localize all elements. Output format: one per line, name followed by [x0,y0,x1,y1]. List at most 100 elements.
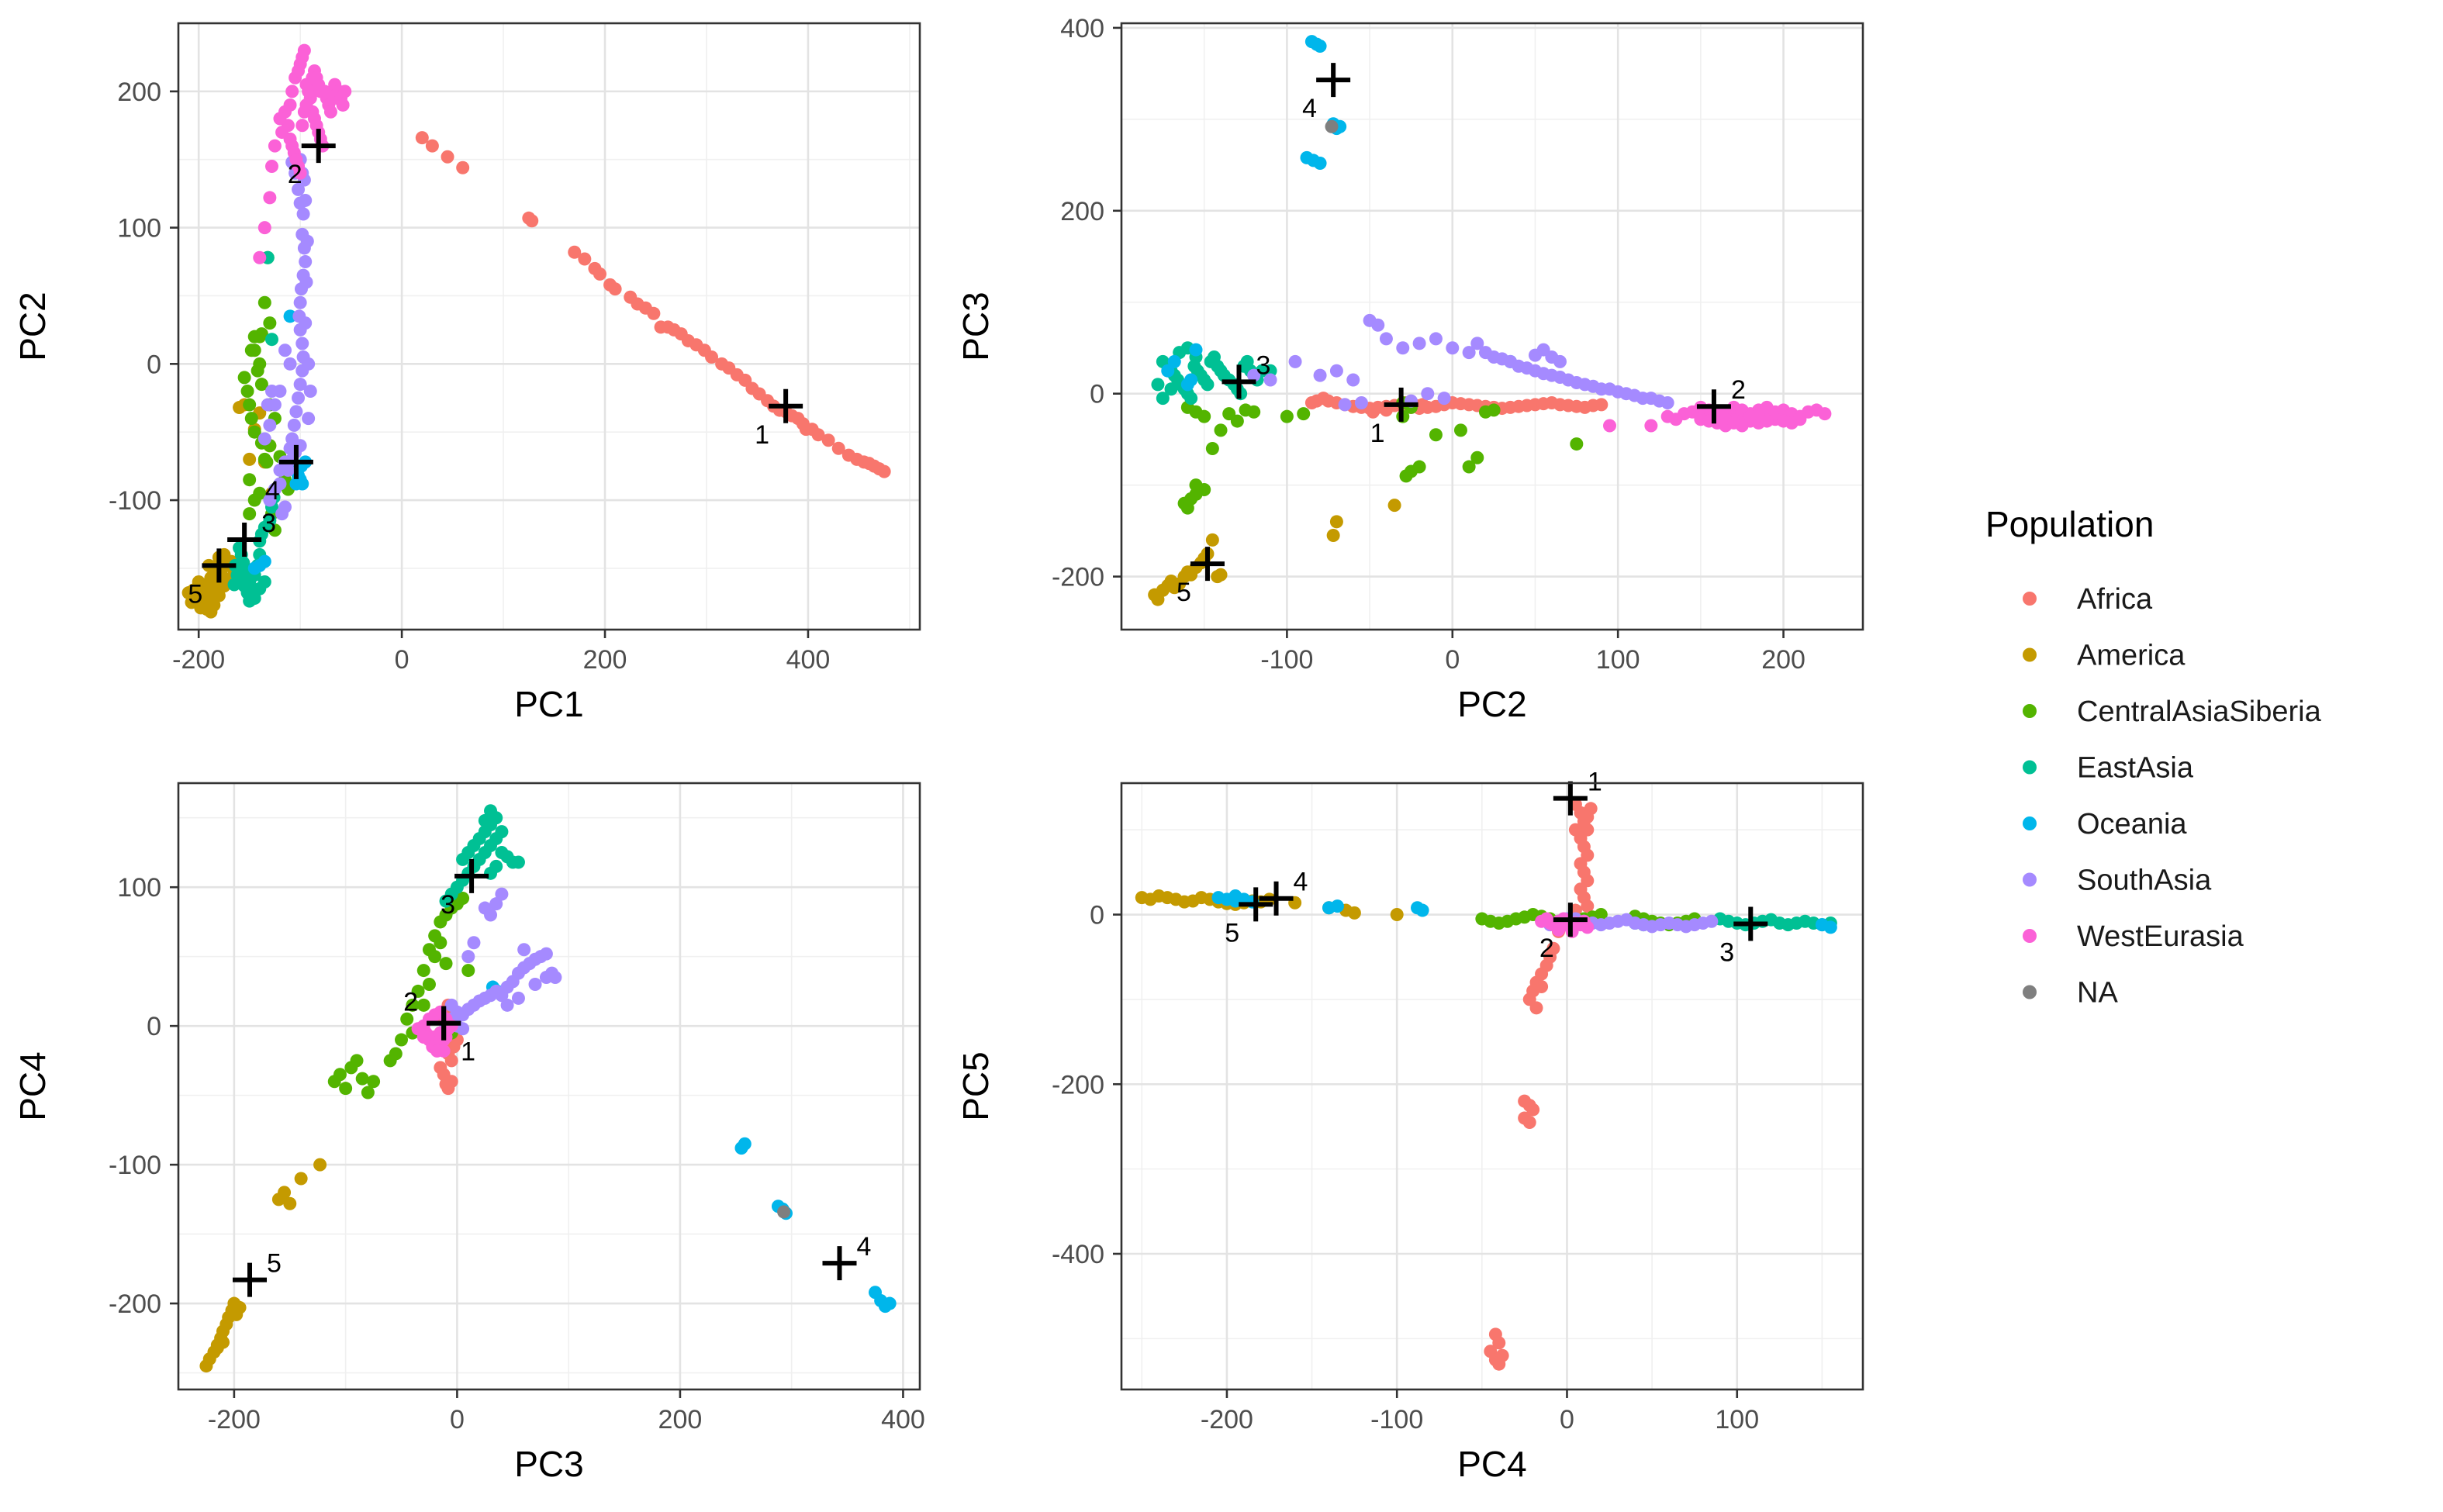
data-point [303,384,317,398]
data-point [500,998,514,1012]
data-point [254,327,268,341]
legend-entry: NA [2023,977,2118,1010]
data-point [539,947,553,961]
data-point [422,977,436,991]
data-point [1669,413,1683,426]
centroids: 1 2 3 4 5 [188,129,803,609]
data-point [1329,515,1343,529]
data-point [1263,364,1277,378]
centroid-label: 2 [403,988,418,1017]
data-point [1230,414,1244,428]
centroid-marker [278,444,313,479]
data-point [1594,908,1608,922]
x-tick-label: -200 [208,1405,261,1434]
data-point [608,282,622,296]
legend-key [2023,704,2037,718]
data-point [1304,395,1318,409]
data-point [283,309,297,323]
centroid-label: 3 [1719,938,1734,968]
centroid-marker [427,1006,461,1041]
data-point [517,943,531,957]
data-point [1462,346,1476,360]
centroid-label: 4 [856,1232,871,1262]
data-point [447,1040,461,1054]
centroid-marker [1384,387,1418,422]
data-point [338,85,352,98]
data-point [350,1054,364,1068]
data-point [437,1044,451,1058]
data-point [1161,364,1175,378]
centroid-label: 4 [1302,94,1317,123]
data-point [1412,337,1426,350]
data-point [1446,341,1460,355]
gridlines [1121,23,1863,630]
data-point [302,357,316,371]
data-point [1584,802,1598,816]
data-point [528,977,542,991]
data-point [263,493,277,507]
centroid-label: 4 [265,476,280,506]
data-point [1184,492,1198,506]
data-point [268,482,282,496]
data-point [1247,405,1261,419]
data-point [1228,889,1242,903]
ticks: -200 0 200 400 -200 -100 0 100 [109,873,925,1434]
data-point [489,897,503,911]
data-point [428,950,442,964]
data-point [1205,533,1219,547]
data-point [1462,460,1476,474]
data-point [247,493,261,507]
centroid-marker [227,523,262,558]
x-tick-label: 0 [1445,645,1460,675]
legend-label: America [2077,640,2186,672]
x-tick-label: -200 [1201,1405,1253,1434]
y-tick-label: 0 [1090,901,1104,930]
data-point [738,1137,752,1151]
x-axis-title: PC2 [1457,684,1526,724]
y-tick-label: -100 [109,486,161,516]
x-tick-label: 200 [1761,645,1805,675]
gridlines [178,22,920,630]
data-point [204,605,218,619]
legend-entry: America [2023,640,2186,672]
y-axis-title: PC4 [12,1051,53,1120]
data-point [1760,400,1774,414]
data-point [237,371,251,385]
data-point [333,1068,347,1082]
data-point [1660,395,1674,409]
y-tick-label: -100 [109,1151,161,1180]
data-point [456,852,470,866]
data-point [1214,423,1228,437]
data-point [441,150,454,164]
data-point [299,316,313,330]
centroid-label: 2 [1731,375,1746,405]
data-point [1156,392,1170,406]
data-point [489,859,503,873]
data-point [1326,529,1340,543]
legend-entry: Africa [2023,583,2153,616]
data-point [1371,318,1385,332]
data-point [257,221,271,235]
panel-pc3-pc4: 1 2 3 4 5 -200 0 200 400 -200 -100 0 100 PC3 PC4 [12,782,925,1484]
data-point [278,1186,292,1200]
data-point [361,1086,375,1099]
data-point [263,191,277,205]
panel-pc4-pc5: 1 2 3 4 5 -200 -100 0 100 -400 -200 0 PC4 PC5 [955,768,1864,1484]
data-point [1205,441,1219,455]
centroid-marker [1239,887,1273,922]
legend-title: Population [1985,504,2154,544]
data-point [244,343,258,357]
x-tick-label: 200 [658,1405,703,1434]
data-point [1487,403,1501,417]
data-point [300,234,314,248]
data-point [1396,341,1410,355]
data-point [323,105,337,119]
data-point [1581,920,1595,934]
data-point [1247,368,1261,382]
data-point [293,196,307,210]
data-point [415,131,429,145]
data-point [1568,823,1582,837]
data-point [1429,332,1443,346]
data-point [444,1054,458,1068]
